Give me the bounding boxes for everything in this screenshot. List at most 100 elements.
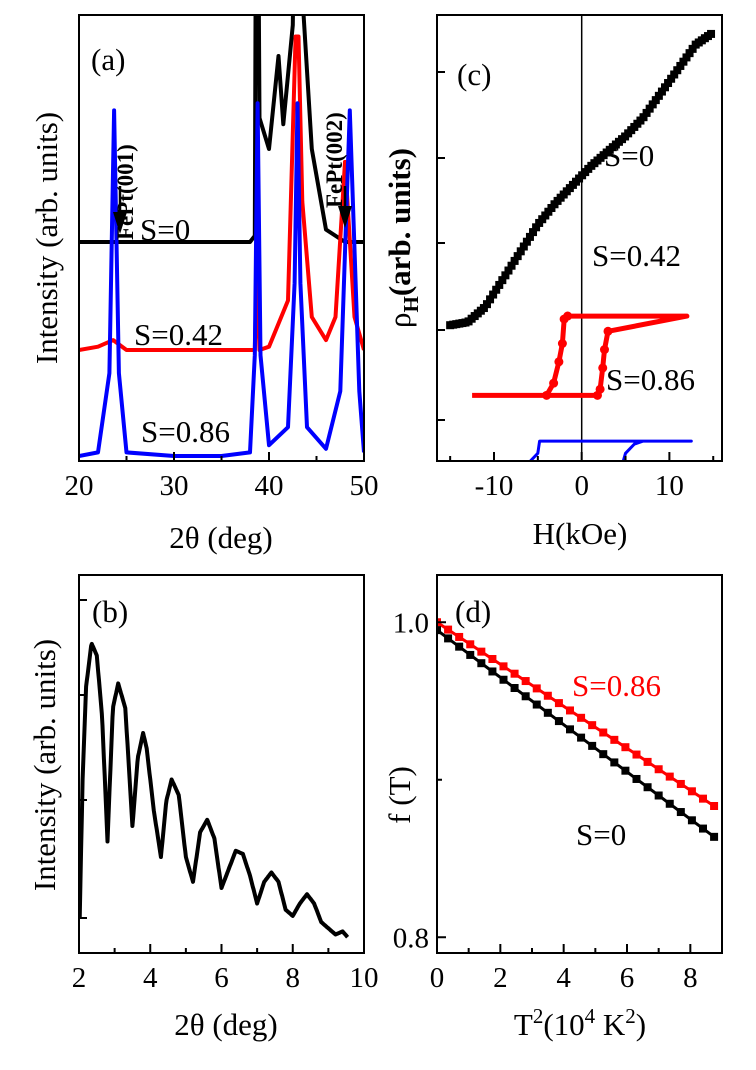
series-b-0 [79,641,350,939]
xtick-c-1-label: 0 [574,470,589,502]
marker-c-1-8 [603,326,613,336]
marker-c-1-4 [557,339,567,348]
marker-c-0-65 [645,104,654,113]
panel-b-label: (b) [92,594,128,629]
marker-c-0-74 [673,66,682,75]
marker-d-1-15 [599,750,608,759]
marker-d-1-25 [710,832,719,841]
panel-b-frame [78,574,365,954]
marker-c-1-10 [598,363,608,373]
marker-d-0-8 [521,677,530,686]
xtick-b-3-label: 8 [286,962,301,994]
marker-c-0-20 [507,261,516,270]
panel-d-ticks: 0 2 4 6 8 0.8 1.0 [393,607,723,994]
marker-d-1-7 [510,684,519,693]
marker-c-0-67 [651,96,660,105]
marker-c-0-69 [657,87,666,96]
xtick-b-2-label: 6 [214,962,229,994]
marker-c-0-73 [670,70,679,79]
marker-c-0-68 [654,91,663,100]
panel-c-xlabel: H(kOe) [533,516,628,551]
series-label-a-s0: S=0 [140,212,190,247]
marker-c-0-21 [510,256,519,265]
marker-d-1-0 [437,626,441,635]
panel-a: 20 30 40 50 (a) 2θ (deg) Intensity (arb. un… [29,14,379,555]
panel-c-ylabel: ρH(arb. units) [382,148,423,328]
marker-d-0-16 [610,735,619,744]
xtick-b-4-label: 10 [350,962,379,994]
marker-d-1-23 [687,816,696,825]
marker-d-1-14 [588,741,597,750]
series-a-0 [79,15,364,244]
marker-d-1-17 [621,766,630,775]
marker-d-1-18 [632,774,641,783]
marker-c-0-71 [664,79,673,88]
marker-d-1-9 [532,700,541,709]
xtick-c-0-label: -10 [475,470,514,502]
marker-c-0-12 [482,300,491,309]
series-label-c-s042: S=0.42 [592,238,681,273]
panel-a-plot [79,15,364,458]
marker-d-0-11 [554,699,563,708]
series-label-d-s0: S=0 [576,817,626,852]
marker-c-0-13 [486,295,495,304]
marker-d-0-10 [543,691,552,700]
marker-c-0-22 [513,252,522,261]
series-label-d-s086: S=0.86 [572,668,661,703]
marker-c-0-24 [519,242,528,251]
marker-c-1-2 [549,378,559,388]
panel-a-ylabel: Intensity (arb. units) [29,112,64,364]
panel-a-annotation-002: FePt(002) [322,112,347,208]
marker-c-0-63 [639,113,648,122]
xtick-d-1-label: 2 [493,962,508,994]
marker-c-0-76 [679,57,688,66]
panel-a-ticks: 20 30 40 50 [65,452,379,502]
marker-c-0-78 [685,49,694,58]
marker-d-1-3 [466,650,475,659]
panel-d: 0 2 4 6 80.81.0 (d) T2(104 K2) f (T) S=0.86 … [382,574,723,1042]
marker-c-1-9 [599,345,609,355]
marker-c-0-25 [522,237,531,246]
marker-d-0-12 [566,706,574,715]
panel-b-xlabel: 2θ (deg) [174,1007,278,1042]
series-a-2 [79,101,364,458]
xtick-a-3-label: 50 [350,470,379,502]
marker-d-1-5 [488,667,497,676]
marker-c-0-64 [642,108,651,117]
panel-b-ylabel: Intensity (arb. units) [27,639,62,891]
marker-d-1-20 [654,791,663,800]
panel-b-ticks: 2 4 6 8 10 [72,599,379,994]
panel-a-arrow-001 [113,186,127,234]
marker-d-0-5 [488,655,497,663]
xtick-d-0-label: 0 [430,962,445,994]
series-label-a-s042: S=0.42 [134,317,223,352]
ytick-d-1-label: 1.0 [393,607,429,639]
marker-c-1-12 [592,390,602,400]
marker-c-0-23 [516,247,525,256]
ytick-d-0-label: 0.8 [393,922,429,954]
marker-d-1-13 [577,733,586,742]
marker-c-0-14 [489,290,498,299]
marker-d-1-12 [566,725,574,734]
marker-d-0-20 [654,765,663,774]
series-label-c-s0: S=0 [604,138,654,173]
panel-c-ticks: -10 0 10 [437,71,715,502]
panel-c-plot [446,15,716,461]
marker-c-0-26 [525,232,534,241]
panel-c-frame [436,14,723,462]
marker-c-0-79 [688,44,697,53]
marker-d-0-2 [455,632,464,641]
xtick-a-2-label: 40 [255,470,284,502]
marker-c-1-3 [554,357,564,367]
panel-b: 2 4 6 8 10 (b) 2θ (deg) Intensity (arb. unit… [27,574,379,1042]
marker-d-1-22 [676,808,685,817]
marker-d-0-13 [577,713,586,722]
marker-d-0-3 [466,640,475,649]
series-label-a-s086: S=0.86 [141,414,230,449]
marker-d-1-16 [610,758,619,767]
marker-d-0-4 [477,647,486,656]
marker-d-1-6 [499,675,508,684]
marker-c-0-66 [648,100,657,109]
panel-c-label: (c) [457,57,491,92]
